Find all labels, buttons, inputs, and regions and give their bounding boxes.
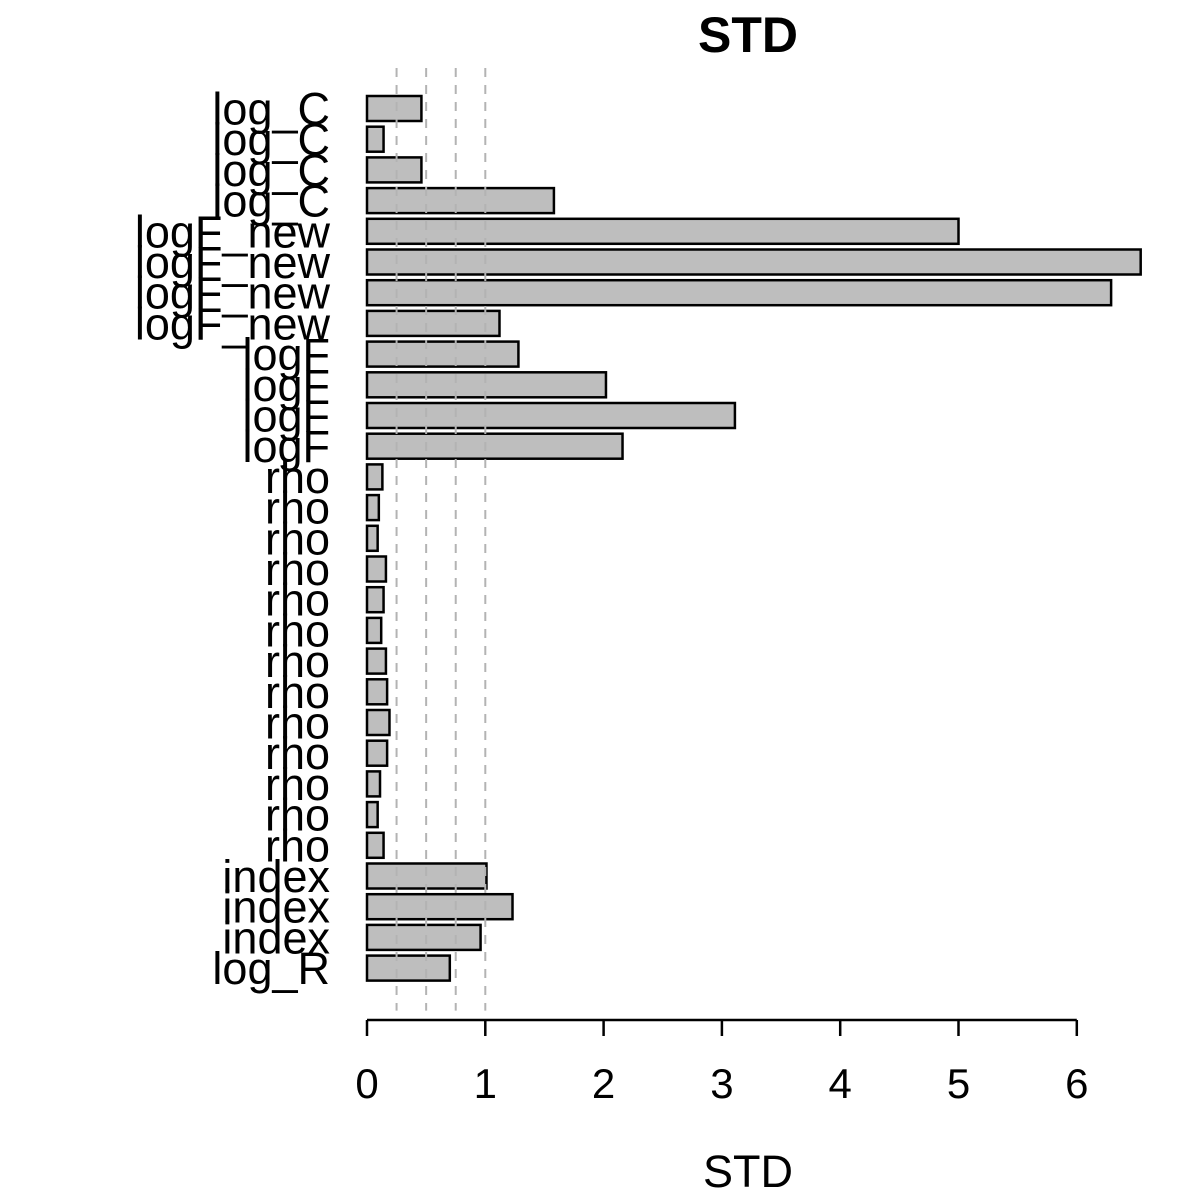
category-label-19: rho xyxy=(265,667,330,718)
bar-20 xyxy=(365,708,391,737)
x-tick-label-5: 5 xyxy=(947,1060,970,1107)
bar-1 xyxy=(365,125,385,153)
x-tick-label-4: 4 xyxy=(829,1060,852,1107)
category-label-22: rho xyxy=(265,759,330,810)
category-label-18: rho xyxy=(265,636,330,687)
x-axis: 0 1 2 3 4 5 6 xyxy=(355,1018,1088,1107)
bar-24 xyxy=(365,831,385,860)
bar-14 xyxy=(365,524,379,553)
category-label-16: rho xyxy=(265,575,330,626)
bar-6 xyxy=(365,278,1113,307)
bars xyxy=(365,94,1142,982)
category-labels: log_Clog_Clog_Clog_ClogF_newlogF_newlogF… xyxy=(135,84,331,995)
bar-11 xyxy=(365,432,624,460)
category-label-5: logF_new xyxy=(135,237,331,288)
category-label-28: log_R xyxy=(212,943,330,994)
x-tick-label-2: 2 xyxy=(592,1060,615,1107)
bar-26 xyxy=(365,892,514,921)
category-label-15: rho xyxy=(265,544,330,595)
category-label-23: rho xyxy=(265,790,330,841)
bar-12 xyxy=(365,463,384,491)
x-tick-label-6: 6 xyxy=(1065,1060,1088,1107)
category-label-20: rho xyxy=(265,698,330,749)
category-label-10: logF xyxy=(242,391,330,442)
bar-27 xyxy=(365,923,482,952)
category-label-21: rho xyxy=(265,728,330,779)
category-label-11: logF xyxy=(242,421,330,472)
bar-19 xyxy=(365,678,389,706)
bar-13 xyxy=(365,493,381,522)
bar-28 xyxy=(365,954,452,982)
x-axis-title: STD xyxy=(703,1146,793,1197)
category-label-7: logF_new xyxy=(135,298,331,349)
bar-7 xyxy=(365,309,501,338)
category-label-14: rho xyxy=(265,513,330,564)
category-label-24: rho xyxy=(265,820,330,871)
bar-5 xyxy=(365,248,1142,276)
chart-title: STD xyxy=(698,7,798,63)
bar-21 xyxy=(365,739,389,767)
bar-10 xyxy=(365,401,737,430)
x-tick-label-1: 1 xyxy=(474,1060,497,1107)
bar-8 xyxy=(365,340,520,368)
category-label-26: index xyxy=(222,882,330,933)
category-label-13: rho xyxy=(265,483,330,534)
category-label-9: logF xyxy=(242,360,330,411)
x-tick-label-0: 0 xyxy=(355,1060,378,1107)
category-label-3: log_C xyxy=(212,176,330,227)
category-label-2: log_C xyxy=(212,145,330,196)
bar-2 xyxy=(365,156,423,184)
bar-22 xyxy=(365,770,382,798)
category-label-27: index xyxy=(222,912,330,963)
category-label-6: logF_new xyxy=(135,268,331,319)
category-label-25: index xyxy=(222,851,330,902)
bar-15 xyxy=(365,555,388,583)
category-label-0: log_C xyxy=(212,84,330,135)
bar-16 xyxy=(365,585,385,614)
category-label-1: log_C xyxy=(212,114,330,165)
category-label-4: logF_new xyxy=(135,206,331,257)
bar-4 xyxy=(365,217,960,246)
bar-0 xyxy=(365,94,423,123)
category-label-8: logF xyxy=(242,329,330,380)
category-label-12: rho xyxy=(265,452,330,503)
bar-23 xyxy=(365,800,379,829)
bar-9 xyxy=(365,371,608,399)
bar-17 xyxy=(365,616,383,645)
bar-18 xyxy=(365,647,388,675)
x-tick-label-3: 3 xyxy=(710,1060,733,1107)
reference-lines xyxy=(395,68,487,1011)
category-label-17: rho xyxy=(265,605,330,656)
bar-3 xyxy=(365,186,556,215)
